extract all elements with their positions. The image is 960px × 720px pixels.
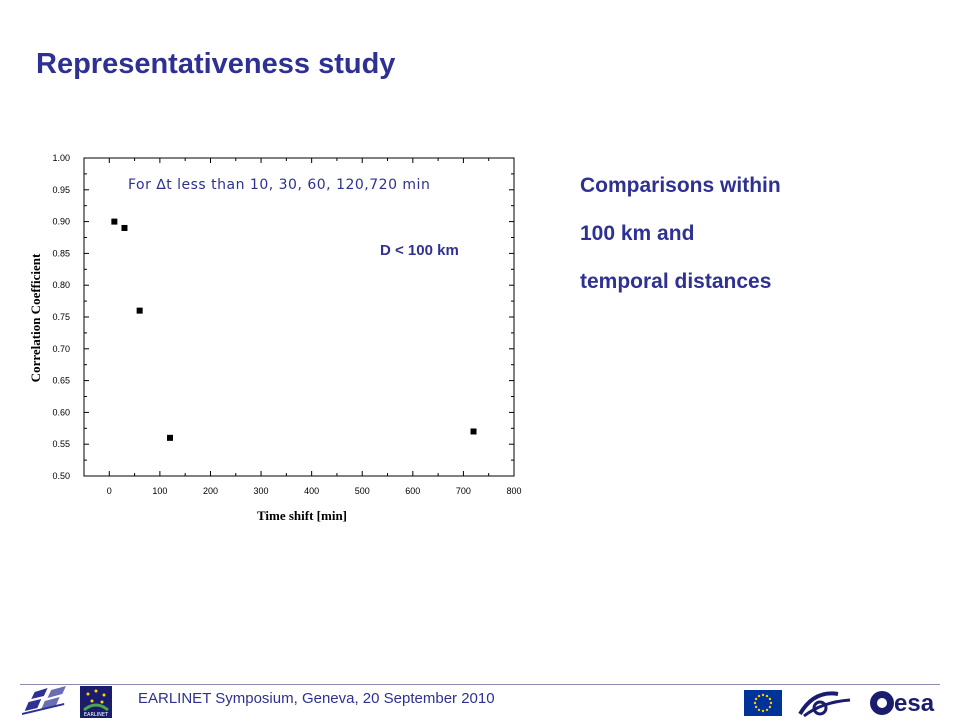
y-tick-label: 1.00 bbox=[52, 153, 70, 163]
earlinet-logo: EARLINET bbox=[80, 686, 112, 718]
data-points bbox=[111, 218, 477, 441]
plot-frame bbox=[83, 157, 515, 477]
y-tick-label: 0.85 bbox=[52, 248, 70, 258]
footer-text: EARLINET Symposium, Geneva, 20 September… bbox=[138, 690, 495, 707]
bullet-line-1: Comparisons within bbox=[580, 174, 781, 197]
data-point bbox=[167, 434, 173, 441]
y-tick-label: 0.90 bbox=[52, 217, 70, 227]
x-axis: 0 100 200 300 400 500 600 700 800 bbox=[107, 158, 522, 496]
x-axis-label: Time shift [min] bbox=[257, 508, 347, 523]
data-point bbox=[121, 224, 128, 231]
chart-annotation-delta-t: For ∆t less than 10, 30, 60, 120,720 min bbox=[128, 177, 430, 193]
x-tick-label: 400 bbox=[304, 486, 319, 496]
slide-title: Representativeness study bbox=[36, 48, 396, 80]
bullet-text: Comparisons within 100 km and temporal d… bbox=[580, 168, 781, 312]
data-point bbox=[470, 428, 477, 435]
plot-border bbox=[83, 157, 515, 477]
footer-divider bbox=[20, 684, 940, 685]
chart-annotation-distance: D < 100 km bbox=[380, 242, 459, 259]
y-tick-label: 0.70 bbox=[52, 344, 70, 354]
y-tick-label: 0.95 bbox=[52, 185, 70, 195]
y-tick-label: 0.80 bbox=[52, 280, 70, 290]
svg-text:esa: esa bbox=[894, 690, 935, 717]
y-tick-label: 0.50 bbox=[52, 471, 70, 481]
x-tick-label: 100 bbox=[152, 486, 167, 496]
y-tick-label: 0.55 bbox=[52, 439, 70, 449]
y-tick-label: 0.60 bbox=[52, 407, 70, 417]
ift-logo bbox=[22, 686, 66, 715]
sixth-framework-logo bbox=[798, 691, 851, 718]
x-tick-label: 200 bbox=[203, 486, 218, 496]
y-tick-label: 0.75 bbox=[52, 312, 70, 322]
bullet-line-2: 100 km and bbox=[580, 222, 695, 245]
esa-logo: esa bbox=[870, 690, 935, 717]
y-axis: 0.50 0.55 0.60 0.65 0.70 0.75 0.80 0.85 0.90 0.95… bbox=[52, 153, 514, 481]
eu-flag-icon bbox=[744, 690, 782, 716]
y-tick-label: 0.65 bbox=[52, 376, 70, 386]
data-point bbox=[111, 218, 118, 225]
x-tick-label: 0 bbox=[107, 486, 112, 496]
data-point bbox=[136, 307, 143, 314]
x-tick-label: 500 bbox=[355, 486, 370, 496]
x-tick-label: 800 bbox=[506, 486, 521, 496]
bullet-line-3: temporal distances bbox=[580, 270, 772, 293]
x-tick-label: 700 bbox=[456, 486, 471, 496]
x-tick-label: 300 bbox=[254, 486, 269, 496]
svg-text:EARLINET: EARLINET bbox=[84, 712, 109, 718]
y-axis-label: Correlation Coefficient bbox=[28, 253, 43, 382]
x-tick-label: 600 bbox=[405, 486, 420, 496]
